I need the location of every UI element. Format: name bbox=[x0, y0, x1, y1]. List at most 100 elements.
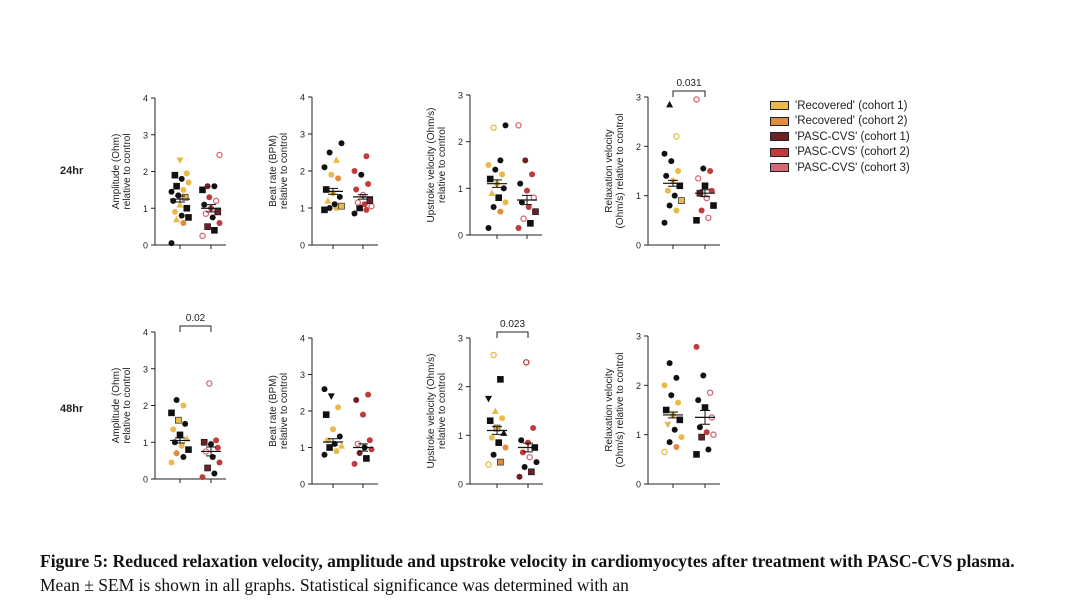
sem-error-bar bbox=[700, 409, 710, 425]
data-point bbox=[488, 189, 496, 196]
data-point bbox=[490, 124, 497, 131]
p-value-label: 0.02 bbox=[186, 313, 206, 324]
data-point bbox=[211, 470, 218, 477]
data-point bbox=[178, 442, 185, 449]
data-point bbox=[666, 439, 673, 446]
sem-error-bar bbox=[328, 187, 338, 195]
data-point bbox=[502, 122, 509, 129]
y-axis-label: Beat rate (BPM) bbox=[268, 135, 279, 207]
data-point bbox=[327, 393, 335, 400]
data-point bbox=[488, 434, 495, 441]
data-point bbox=[524, 187, 530, 194]
y-tick-label: 2 bbox=[300, 407, 305, 417]
y-tick-label: 1 bbox=[458, 184, 463, 194]
data-point bbox=[185, 214, 192, 221]
y-axis-label: relative to control bbox=[279, 373, 290, 449]
data-point bbox=[710, 431, 717, 438]
data-point bbox=[696, 424, 703, 431]
data-point bbox=[335, 404, 342, 411]
sem-error-bar bbox=[492, 426, 502, 435]
data-point bbox=[676, 416, 684, 424]
data-point bbox=[331, 201, 338, 208]
data-point bbox=[527, 220, 534, 227]
legend-swatch bbox=[770, 147, 789, 157]
data-point bbox=[664, 187, 671, 194]
data-point bbox=[530, 425, 537, 432]
data-point bbox=[214, 444, 221, 451]
p-value-label: 0.023 bbox=[500, 319, 525, 330]
data-point bbox=[703, 429, 710, 436]
data-point bbox=[175, 416, 182, 424]
panel-24hr-upstroke-velocity: 0 1 2 3 Upstroke velocity (Ohm/s) relative to… bbox=[426, 91, 542, 241]
data-point bbox=[338, 442, 345, 449]
data-point bbox=[678, 197, 685, 204]
data-point bbox=[326, 444, 333, 451]
y-axis-label: relative to control bbox=[122, 133, 133, 209]
data-point bbox=[322, 411, 330, 418]
data-point bbox=[363, 455, 370, 462]
data-point bbox=[490, 204, 497, 210]
data-point bbox=[168, 240, 175, 247]
data-point bbox=[185, 446, 192, 453]
row-label-24hr: 24hr bbox=[60, 165, 84, 177]
data-point bbox=[180, 186, 187, 193]
y-tick-label: 2 bbox=[636, 142, 641, 152]
data-point bbox=[701, 182, 709, 190]
y-tick-label: 4 bbox=[300, 334, 305, 344]
panel-24hr-relaxation-velocity: 0 1 2 3 Relaxation velocity (Ohm/s) relative … bbox=[604, 78, 720, 251]
data-point bbox=[173, 450, 180, 457]
data-point bbox=[204, 464, 211, 472]
legend-swatch bbox=[770, 163, 789, 173]
data-point bbox=[216, 219, 223, 226]
data-point bbox=[363, 206, 370, 213]
data-point bbox=[673, 207, 680, 214]
data-point bbox=[705, 214, 712, 222]
data-point bbox=[368, 202, 375, 210]
y-tick-label: 2 bbox=[458, 382, 463, 392]
legend-label: 'Recovered' (cohort 2) bbox=[795, 115, 908, 128]
y-tick-label: 3 bbox=[143, 130, 148, 140]
data-point bbox=[521, 463, 528, 470]
panel-48hr-upstroke-velocity: 0 1 2 3 Upstroke velocity (Ohm/s) relative to… bbox=[426, 319, 543, 490]
y-tick-label: 1 bbox=[636, 430, 641, 440]
data-point bbox=[528, 468, 535, 476]
row-label-48hr: 48hr bbox=[60, 403, 84, 415]
data-point bbox=[698, 433, 705, 441]
y-tick-label: 3 bbox=[636, 93, 641, 103]
data-point bbox=[486, 175, 494, 183]
data-point bbox=[661, 219, 668, 226]
data-point bbox=[208, 441, 214, 448]
y-tick-label: 3 bbox=[143, 364, 148, 374]
legend-item-pasc-c3: 'PASC-CVS' (cohort 3) bbox=[770, 160, 910, 176]
sem-error-bar bbox=[175, 437, 185, 444]
y-tick-label: 0 bbox=[300, 480, 305, 490]
data-point bbox=[706, 389, 714, 396]
data-point bbox=[675, 399, 682, 406]
y-axis-label: relative to control bbox=[122, 367, 133, 443]
data-point bbox=[360, 411, 366, 418]
sem-error-bar bbox=[206, 204, 216, 213]
data-point bbox=[661, 150, 668, 157]
panel-48hr-amplitude: 0 1 2 3 4 Amplitude (Ohm) relative to control 0… bbox=[111, 313, 226, 485]
data-point bbox=[518, 199, 525, 206]
sem-error-bar bbox=[328, 438, 338, 446]
data-point bbox=[351, 210, 358, 217]
data-point bbox=[666, 100, 674, 108]
data-point bbox=[363, 153, 370, 160]
sem-error-bar bbox=[175, 195, 185, 203]
data-point bbox=[206, 380, 213, 387]
data-point bbox=[211, 183, 218, 190]
caption-text: Mean ± SEM is shown in all graphs. Stati… bbox=[40, 575, 629, 595]
data-point bbox=[495, 439, 503, 446]
data-point bbox=[336, 193, 343, 200]
data-point bbox=[180, 402, 187, 409]
data-point bbox=[204, 183, 211, 190]
panel-48hr-beat-rate: 0 1 2 3 4 Beat rate (BPM) relative to control bbox=[268, 334, 378, 490]
data-point bbox=[338, 202, 345, 210]
data-point bbox=[485, 162, 492, 168]
data-point bbox=[661, 448, 668, 456]
data-point bbox=[168, 188, 175, 195]
figure-caption: Figure 5: Reduced relaxation velocity, a… bbox=[40, 549, 1050, 597]
sem-error-bar bbox=[668, 411, 678, 419]
